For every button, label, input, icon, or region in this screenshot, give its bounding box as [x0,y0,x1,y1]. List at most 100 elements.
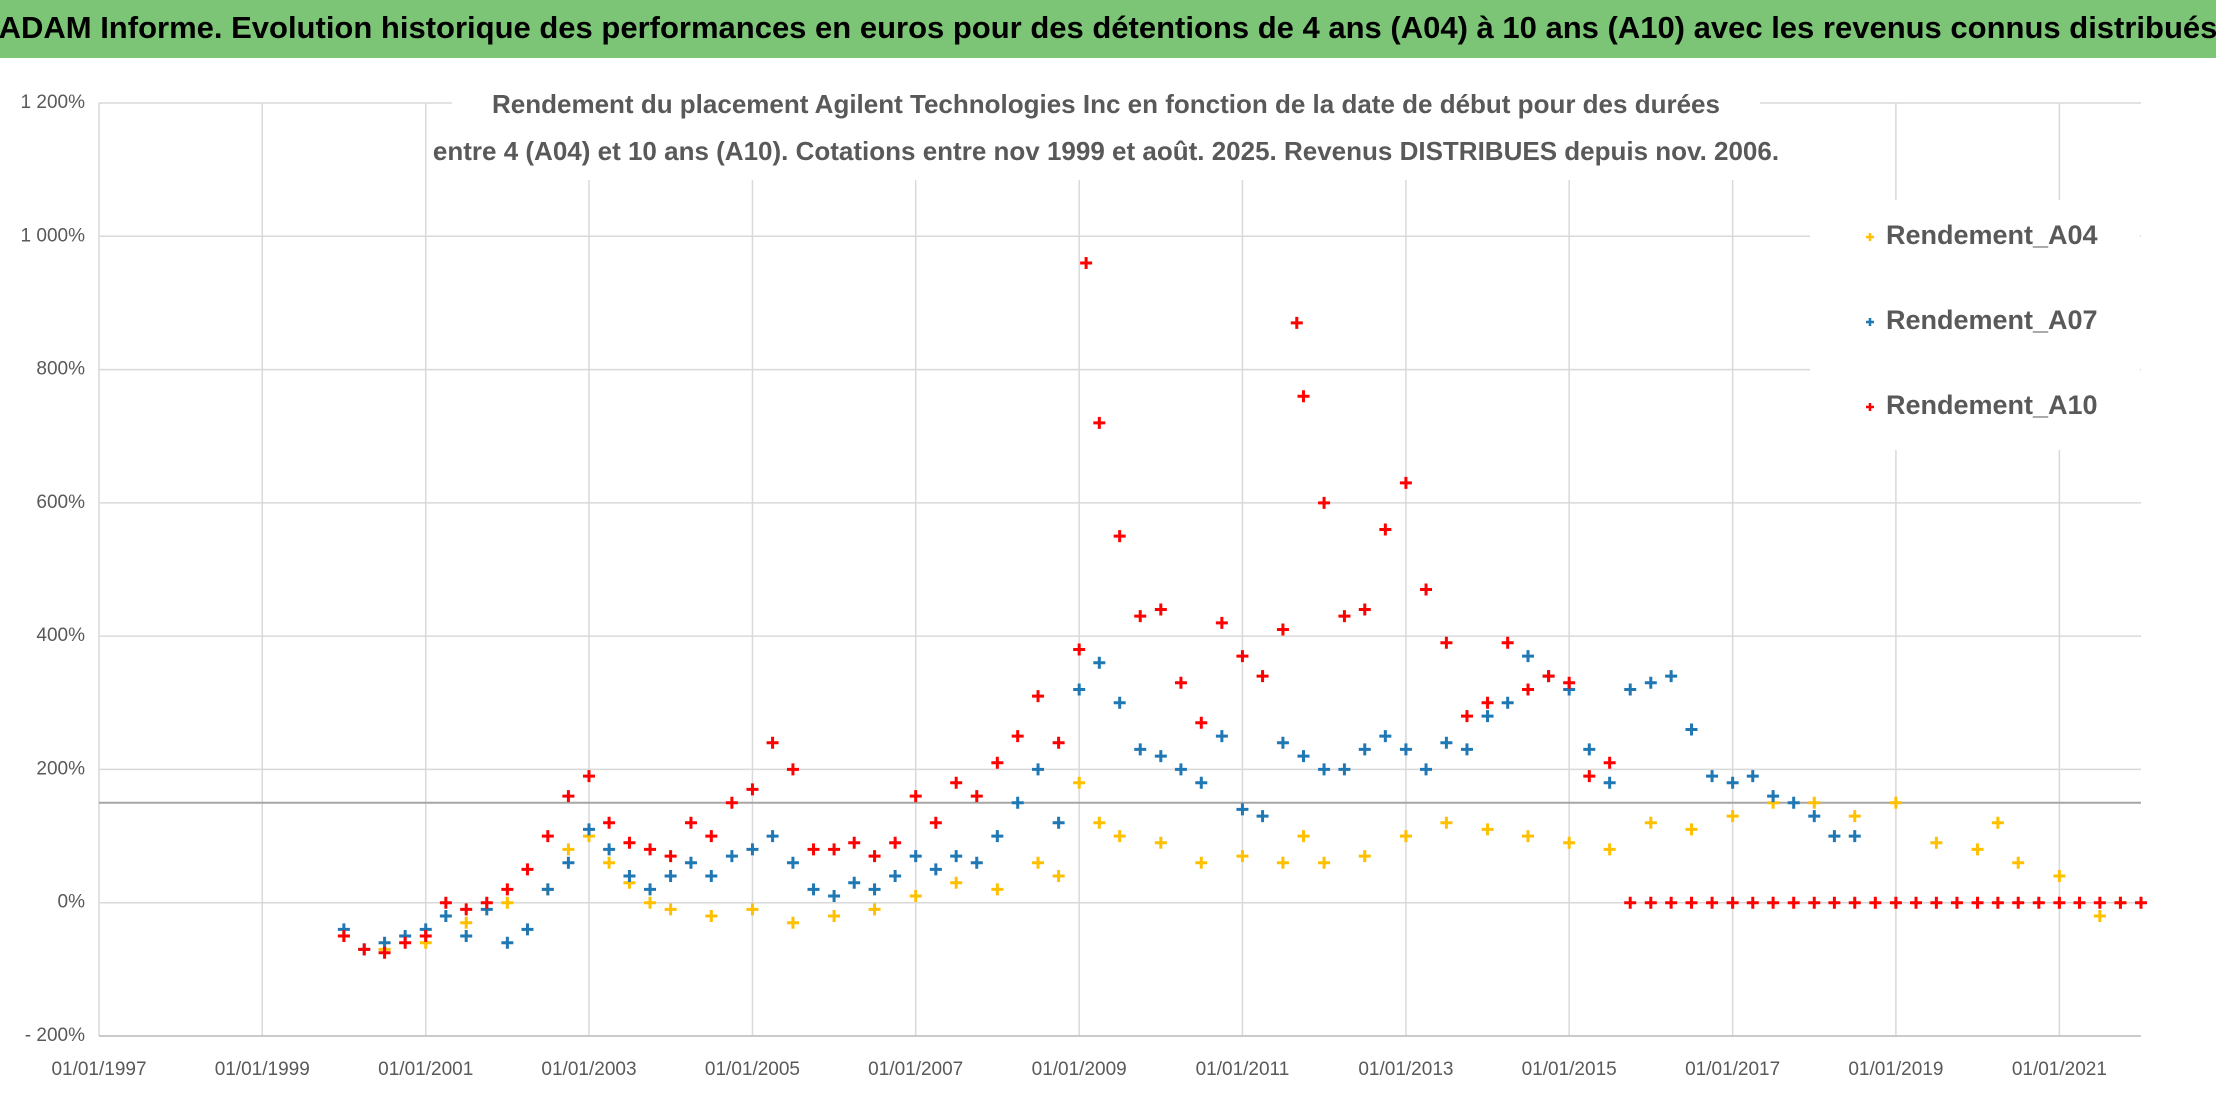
point [868,903,881,916]
point [1971,843,1984,856]
point [1338,610,1351,623]
point [644,896,657,909]
point [991,883,1004,896]
point [991,830,1004,843]
point [1236,650,1249,663]
legend-marker [1866,403,1874,411]
point [1440,816,1453,829]
point [1787,796,1800,809]
point [807,883,820,896]
x-tick-label: 01/01/2015 [1522,1059,1617,1080]
point [1195,776,1208,789]
point [1420,763,1433,776]
point [1276,623,1289,636]
point [1522,830,1535,843]
x-tick-label: 01/01/1997 [51,1059,146,1080]
point [1481,710,1494,723]
point [439,896,452,909]
point [1563,836,1576,849]
legend: Rendement_A04 Rendement_A07 Rendement_A10 [1810,200,2140,450]
point [868,850,881,863]
point [705,870,718,883]
point [419,930,432,943]
point [664,903,677,916]
point [1215,616,1228,629]
point [1460,710,1473,723]
point [1256,810,1269,823]
point [1746,896,1759,909]
point [848,876,861,889]
point [1073,683,1086,696]
point [1583,770,1596,783]
point [1134,610,1147,623]
x-tick-label: 01/01/2009 [1032,1059,1127,1080]
point [1644,896,1657,909]
point [582,770,595,783]
point [889,836,902,849]
point [460,930,473,943]
point [1787,896,1800,909]
point [1950,896,1963,909]
point [725,796,738,809]
point [1808,796,1821,809]
point [1542,670,1555,683]
point [1971,896,1984,909]
point [807,843,820,856]
point [1215,730,1228,743]
point [1685,723,1698,736]
point [1093,416,1106,429]
point [1113,530,1126,543]
title-box [452,84,1760,180]
point [746,783,759,796]
point [603,843,616,856]
point [1706,896,1719,909]
point [1501,636,1514,649]
point [1276,736,1289,749]
point [1624,896,1637,909]
point [2053,896,2066,909]
point [848,836,861,849]
legend-label: Rendement_A10 [1886,390,2098,420]
point [1665,896,1678,909]
point [1093,816,1106,829]
point [929,863,942,876]
point [1318,856,1331,869]
point [1297,750,1310,763]
point [501,896,514,909]
point [1848,896,1861,909]
point [1052,816,1065,829]
point [1501,696,1514,709]
point [1195,856,1208,869]
point [1828,830,1841,843]
point [1318,763,1331,776]
point [1603,776,1616,789]
point [991,756,1004,769]
point [1236,850,1249,863]
point [1685,896,1698,909]
point [1665,670,1678,683]
point [1011,730,1024,743]
point [705,830,718,843]
point [1767,790,1780,803]
point [746,843,759,856]
point [1603,756,1616,769]
point [950,876,963,889]
point [1276,856,1289,869]
x-tick-label: 01/01/1999 [215,1059,310,1080]
point [1460,743,1473,756]
point [1358,603,1371,616]
x-tick-label: 01/01/2013 [1358,1059,1453,1080]
point [1297,390,1310,403]
point [1256,670,1269,683]
point [1052,870,1065,883]
point [1808,896,1821,909]
point [501,936,514,949]
y-tick-label: 600% [36,492,85,513]
x-tick-label: 01/01/2003 [541,1059,636,1080]
point [1399,830,1412,843]
point [1726,810,1739,823]
point [1706,770,1719,783]
legend-label: Rendement_A04 [1886,220,2098,250]
